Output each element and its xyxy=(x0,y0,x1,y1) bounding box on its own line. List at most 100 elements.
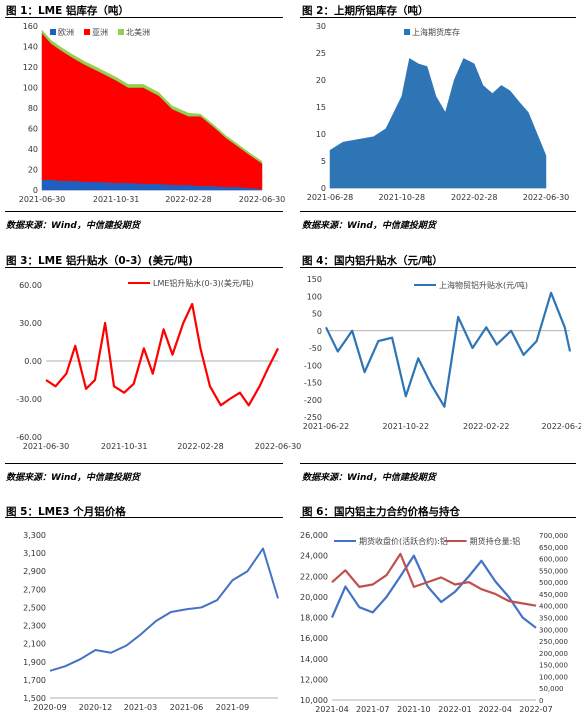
y-tick-label: 15 xyxy=(316,103,326,112)
x-tick-label: 2020-12 xyxy=(79,703,112,712)
y-tick-label: 100 xyxy=(307,292,322,301)
line-series xyxy=(325,291,572,408)
x-tick-label: 2021-06-30 xyxy=(23,442,70,451)
y-tick-label: 2,500 xyxy=(23,603,46,612)
y-tick-label: 1,700 xyxy=(23,676,46,685)
chart-5-lme3m-price: 1,500 1,700 1,900 2,100 2,300 2,500 2,700 2,900… xyxy=(23,531,279,712)
y2-tick-label: 350,000 xyxy=(539,615,568,623)
x-tick-label: 2021-04 xyxy=(315,705,348,714)
y-tick-label: 0 xyxy=(321,184,326,193)
y2-tick-label: 550,000 xyxy=(539,567,568,575)
x-tick-label: 2022-02-22 xyxy=(463,422,510,431)
x-tick-label: 2021-09 xyxy=(216,703,249,712)
chart2-source: 数据来源：Wind，中信建投期货 xyxy=(302,221,436,231)
x-tick-label: 2022-02-28 xyxy=(165,195,212,204)
x-tick-label: 2022-04 xyxy=(479,705,512,714)
y-tick-label: 1,500 xyxy=(23,694,46,703)
y-tick-label: 18,000 xyxy=(300,614,328,623)
chart2-title: 图 2：上期所铝库存（吨） xyxy=(302,5,429,17)
x-tick-label: 2021-10 xyxy=(397,705,430,714)
chart4-source: 数据来源：Wind，中信建投期货 xyxy=(302,473,436,483)
x-tick-label: 2021-10-28 xyxy=(379,193,426,202)
legend-label: 亚洲 xyxy=(92,28,108,37)
legend-label: 上海物贸铝升贴水(元/吨) xyxy=(439,280,528,290)
y-tick-label: 0.00 xyxy=(24,357,42,366)
x-tick-label: 2021-06-28 xyxy=(307,193,354,202)
x-tick-label: 2021-10-31 xyxy=(93,195,140,204)
x-tick-label: 2020-09 xyxy=(33,703,66,712)
x-tick-label: 2022-07 xyxy=(519,705,552,714)
legend-label: LME铝升贴水(0-3)(美元/吨) xyxy=(153,278,254,288)
y2-tick-label: 100,000 xyxy=(539,673,568,681)
y-tick-label: -250 xyxy=(304,413,322,422)
y-tick-label: 3,100 xyxy=(23,549,46,558)
legend-swatch xyxy=(50,29,56,35)
y2-tick-label: 0 xyxy=(539,697,543,705)
y2-tick-label: 150,000 xyxy=(539,662,568,670)
x-tick-label: 2021-10-22 xyxy=(383,422,430,431)
x-tick-label: 2021-10-31 xyxy=(101,442,148,451)
y-tick-label: 100 xyxy=(23,84,38,93)
y2-tick-label: 700,000 xyxy=(539,532,568,540)
legend-label: 上海期货库存 xyxy=(412,27,460,37)
legend-label: 期货持仓量:铝 xyxy=(470,536,521,546)
y-tick-label: 25 xyxy=(316,49,326,58)
chart3-title: 图 3：LME 铝升贴水（0-3）(美元/吨) xyxy=(6,255,193,267)
legend-swatch xyxy=(404,29,410,35)
legend-label: 期货收盘价(活跃合约):铝 xyxy=(359,536,448,546)
line-series xyxy=(49,547,279,672)
x-tick-label: 2021-06-22 xyxy=(303,422,350,431)
y2-tick-label: 600,000 xyxy=(539,556,568,564)
y2-tick-label: 450,000 xyxy=(539,591,568,599)
rule-9 xyxy=(5,517,283,518)
y-tick-label: 2,700 xyxy=(23,585,46,594)
x-tick-label: 2022-06-30 xyxy=(239,195,286,204)
y-tick-label: 30 xyxy=(316,22,326,31)
rule-7 xyxy=(5,463,283,464)
chart1-title: 图 1：LME 铝库存（吨） xyxy=(6,5,129,17)
y2-tick-label: 50,000 xyxy=(539,685,564,693)
y-tick-label: 0 xyxy=(33,186,38,195)
x-tick-label: 2022-06-30 xyxy=(523,193,570,202)
y-tick-label: 20,000 xyxy=(300,593,328,602)
y-tick-label: 2,100 xyxy=(23,640,46,649)
y-tick-label: 150 xyxy=(307,275,322,284)
y-tick-label: 16,000 xyxy=(300,634,328,643)
legend-label: 欧洲 xyxy=(58,27,74,37)
rule-6 xyxy=(300,267,576,268)
y-tick-label: -150 xyxy=(304,379,322,388)
y2-tick-label: 400,000 xyxy=(539,603,568,611)
y-tick-label: 10 xyxy=(316,130,326,139)
y-tick-label: -60.00 xyxy=(16,433,42,442)
x-tick-label: 2022-02-28 xyxy=(451,193,498,202)
y-tick-label: 120 xyxy=(23,63,38,72)
y-tick-label: 2,900 xyxy=(23,567,46,576)
y2-tick-label: 500,000 xyxy=(539,579,568,587)
y-tick-label: 5 xyxy=(321,157,326,166)
y-tick-label: -50 xyxy=(309,344,322,353)
chart5-title: 图 5：LME3 个月铝价格 xyxy=(6,506,126,518)
x-tick-label: 2021-03 xyxy=(124,703,157,712)
y2-tick-label: 200,000 xyxy=(539,650,568,658)
chart6-title: 图 6：国内铝主力合约价格与持仓 xyxy=(302,506,460,518)
rule-4 xyxy=(300,211,576,212)
chart-1-lme-aluminum-stock: 0 20 40 60 80 100 120 140 160 2021-06-30 2021-10-3… xyxy=(19,22,286,204)
line-series xyxy=(331,552,537,607)
y-tick-label: 50 xyxy=(312,310,322,319)
y-tick-label: -100 xyxy=(304,361,322,370)
y2-tick-label: 300,000 xyxy=(539,626,568,634)
y-tick-label: 26,000 xyxy=(300,531,328,540)
y-tick-label: -30.00 xyxy=(16,395,42,404)
y2-tick-label: 650,000 xyxy=(539,544,568,552)
x-tick-label: 2022-06-22 xyxy=(542,422,581,431)
y-tick-label: 2,300 xyxy=(23,622,46,631)
y-tick-label: 3,300 xyxy=(23,531,46,540)
y-tick-label: 24,000 xyxy=(300,552,328,561)
rule-8 xyxy=(300,463,576,464)
chart3-source: 数据来源：Wind，中信建投期货 xyxy=(6,473,140,483)
y-tick-label: 60 xyxy=(28,125,38,134)
y-tick-label: 12,000 xyxy=(300,675,328,684)
y-tick-label: 14,000 xyxy=(300,655,328,664)
x-tick-label: 2022-02-28 xyxy=(177,442,224,451)
chart-6-domestic-price-open-interest: 10,000 12,000 14,000 16,000 18,000 20,000 22,0… xyxy=(300,531,568,714)
